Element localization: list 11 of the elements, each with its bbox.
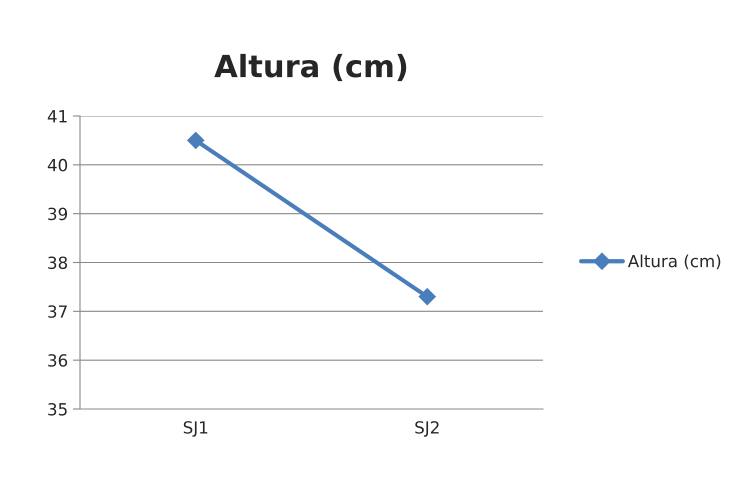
y-tick-label: 37 xyxy=(48,305,67,318)
y-tick-label: 39 xyxy=(48,208,68,220)
y-tick-label: 40 xyxy=(48,158,68,172)
x-tick-label: SJ2 xyxy=(415,421,439,437)
y-tick-label: 38 xyxy=(48,256,68,270)
y-tick-label: 41 xyxy=(48,110,67,122)
x-tick-label: SJ1 xyxy=(184,421,208,437)
y-tick-label: 35 xyxy=(48,402,67,416)
chart-title: Altura (cm) xyxy=(214,54,406,82)
legend-label: Altura (cm) xyxy=(628,254,720,270)
y-tick-label: 36 xyxy=(48,354,68,367)
